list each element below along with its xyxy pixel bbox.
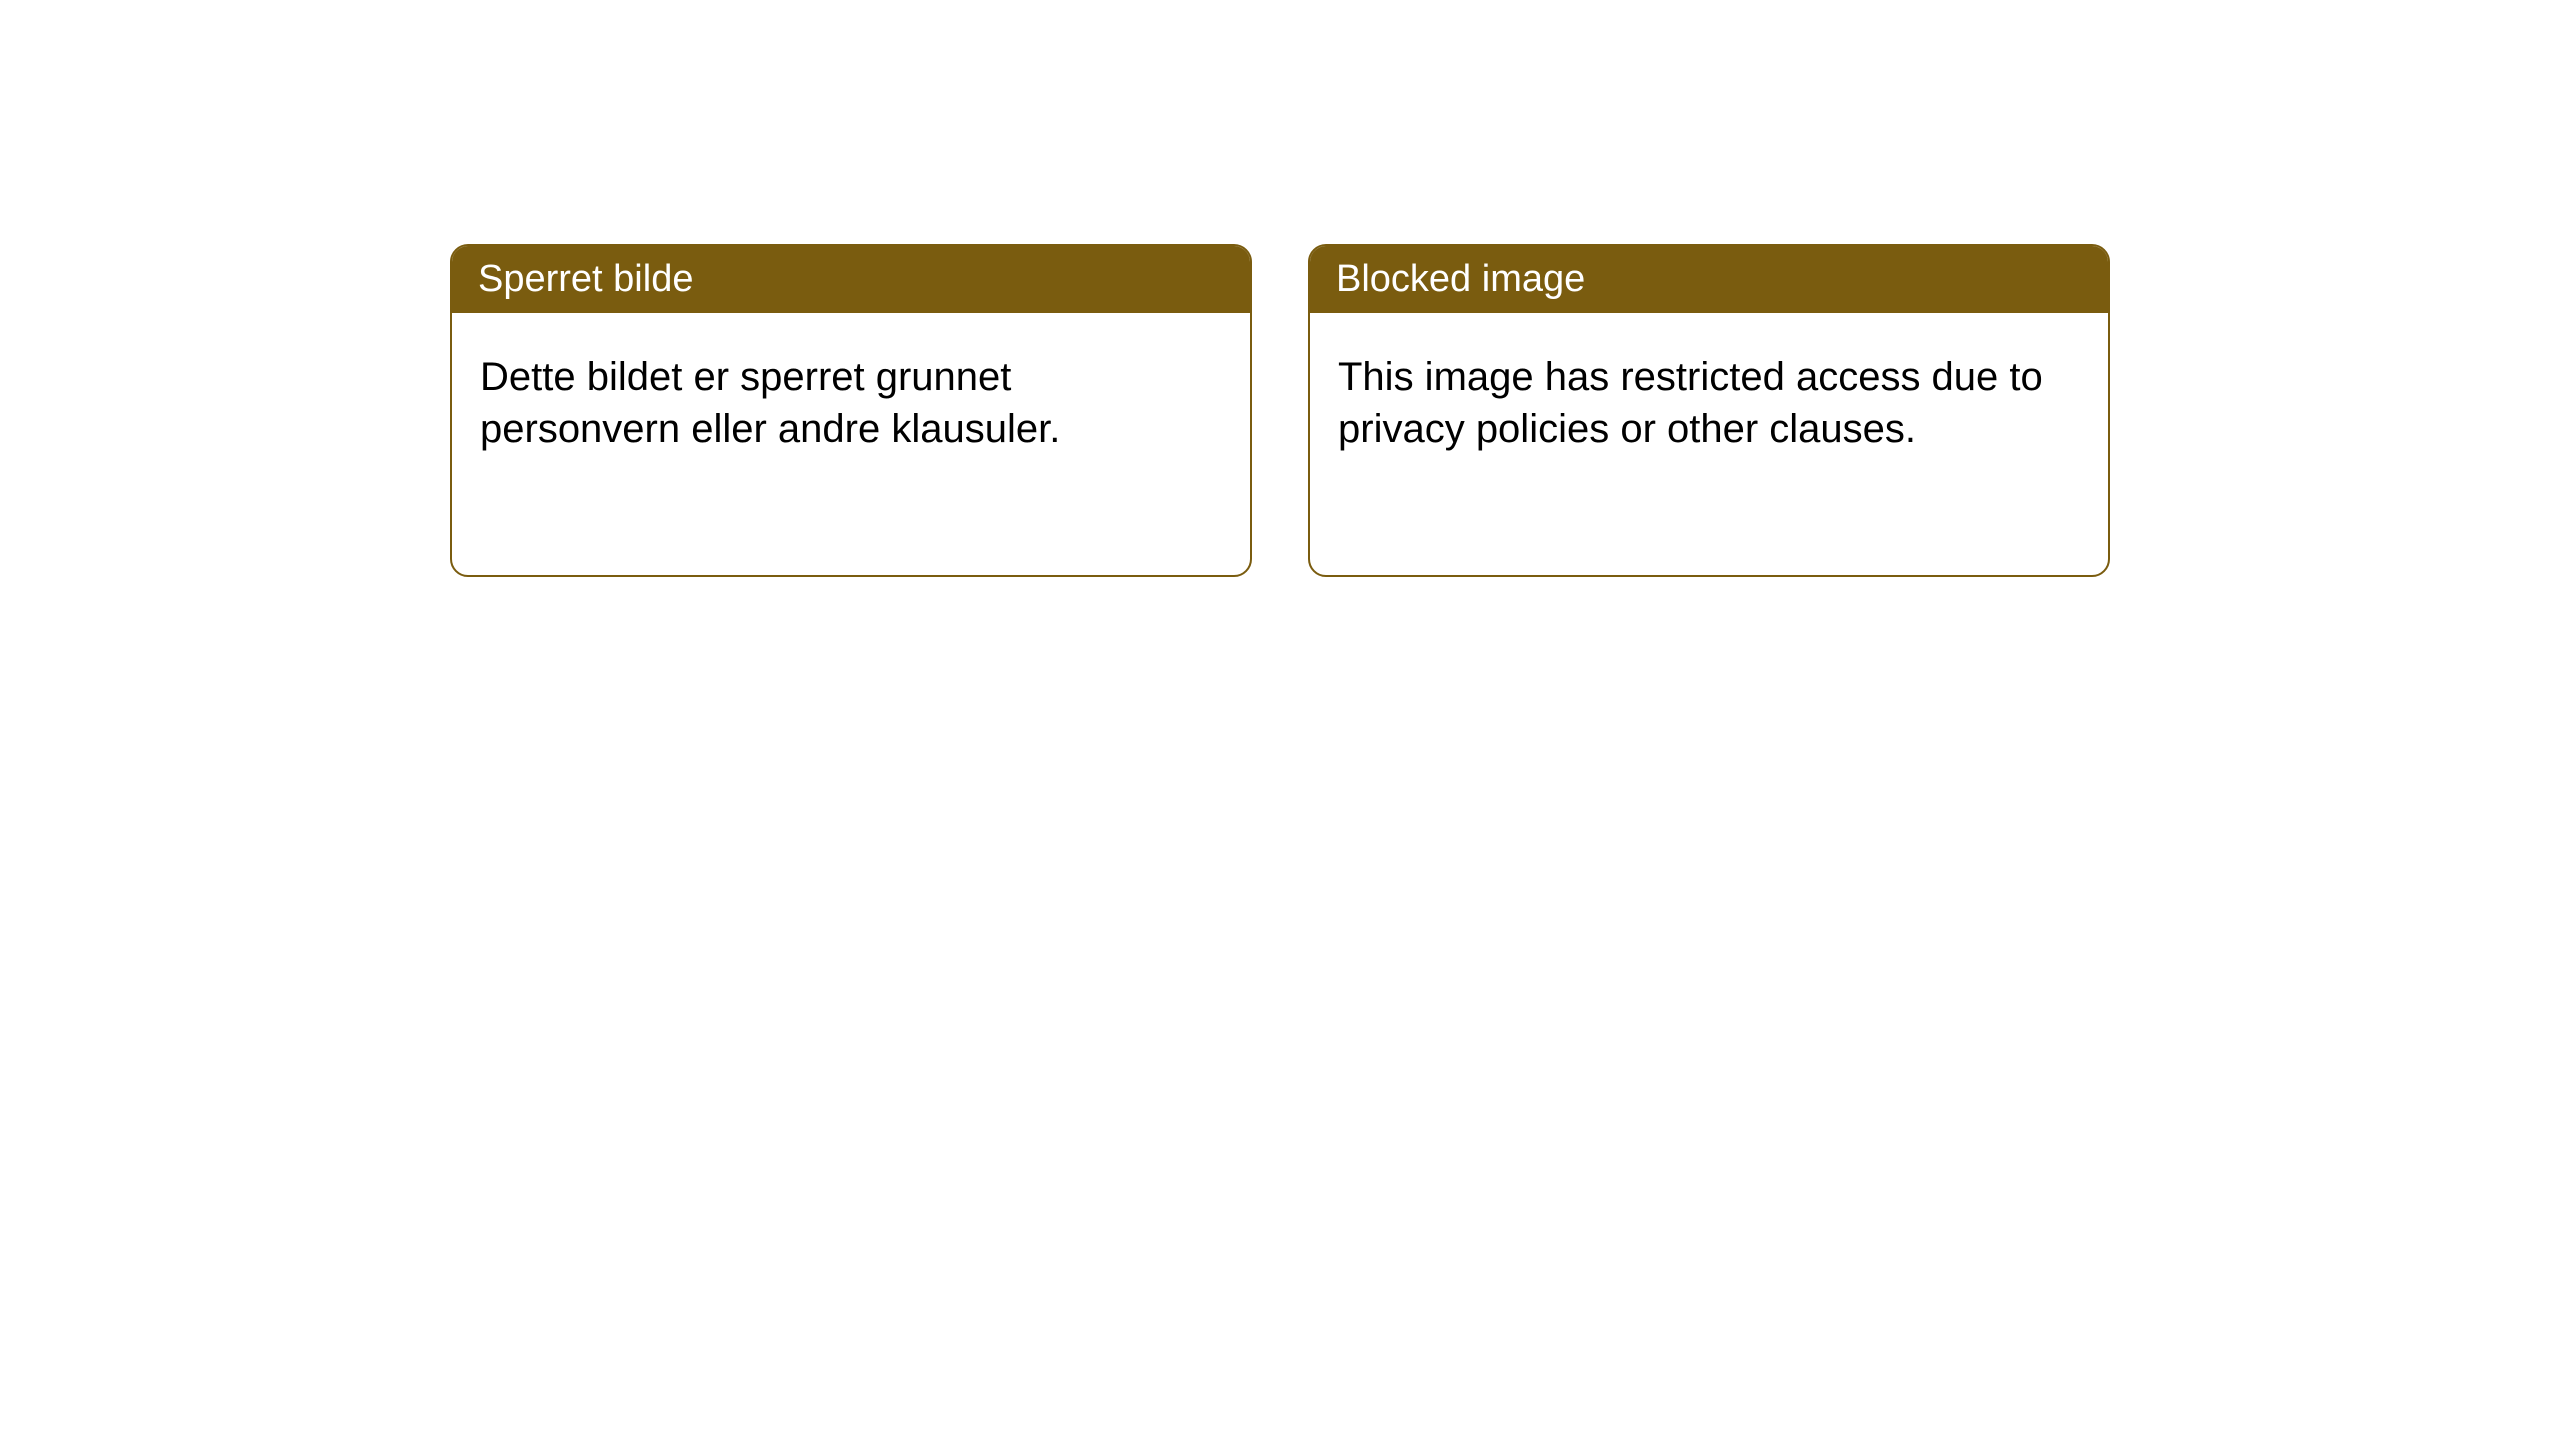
card-header-norwegian: Sperret bilde bbox=[452, 246, 1250, 313]
blocked-image-card-norwegian: Sperret bilde Dette bildet er sperret gr… bbox=[450, 244, 1252, 577]
card-body-norwegian: Dette bildet er sperret grunnet personve… bbox=[452, 313, 1250, 493]
card-body-english: This image has restricted access due to … bbox=[1310, 313, 2108, 493]
card-header-english: Blocked image bbox=[1310, 246, 2108, 313]
notice-container: Sperret bilde Dette bildet er sperret gr… bbox=[0, 0, 2560, 577]
blocked-image-card-english: Blocked image This image has restricted … bbox=[1308, 244, 2110, 577]
